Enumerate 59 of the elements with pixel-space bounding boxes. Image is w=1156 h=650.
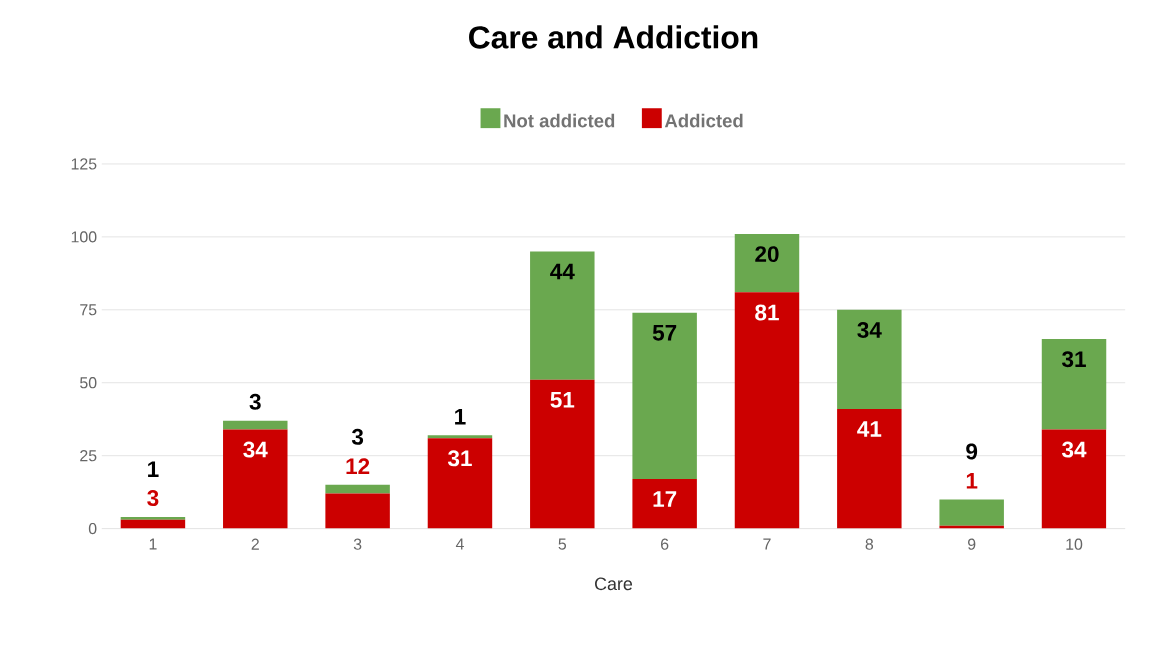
bar [837, 309, 902, 410]
bar [427, 435, 493, 439]
bar [530, 379, 595, 529]
data-label: 1 [966, 473, 978, 489]
x-axis-title: Care [595, 577, 633, 591]
legend-label: Not addicted [504, 113, 615, 128]
data-label: 44 [550, 263, 575, 280]
data-label: 9 [966, 443, 978, 460]
bar [325, 493, 390, 529]
x-tick-label: 8 [865, 538, 874, 550]
data-label: 41 [857, 421, 882, 437]
x-tick-label: 7 [763, 538, 771, 550]
chart-title: Care and Addiction [469, 25, 758, 49]
bar [427, 438, 493, 529]
data-label: 3 [351, 428, 364, 445]
data-label: 31 [447, 450, 472, 467]
x-tick-label: 3 [353, 538, 362, 550]
data-label: 1 [148, 461, 159, 477]
bar [120, 519, 186, 529]
data-label: 34 [243, 441, 268, 458]
data-label: 81 [755, 304, 779, 321]
y-tick-label: 25 [80, 450, 97, 462]
x-tick-label: 1 [149, 538, 157, 550]
legend-label: Addicted [664, 113, 743, 128]
data-label: 31 [1062, 351, 1086, 368]
x-tick-label: 9 [968, 538, 976, 550]
data-label: 20 [755, 246, 779, 263]
data-label: 1 [455, 408, 466, 425]
x-tick-label: 5 [558, 538, 567, 550]
y-tick-label: 100 [71, 231, 97, 243]
bar [530, 251, 595, 380]
bar [632, 312, 697, 480]
bar [223, 429, 288, 529]
bar [120, 517, 186, 520]
data-label: 3 [147, 490, 159, 507]
y-tick-label: 125 [71, 158, 97, 170]
x-tick-label: 4 [455, 538, 464, 550]
data-label: 34 [857, 322, 882, 339]
y-tick-label: 0 [88, 523, 97, 535]
bar [734, 234, 800, 293]
data-label: 12 [346, 458, 370, 475]
x-tick-label: 10 [1066, 538, 1083, 550]
bar [734, 292, 800, 529]
y-tick-label: 75 [80, 304, 97, 316]
data-label: 57 [652, 324, 677, 341]
x-tick-label: 6 [661, 538, 669, 550]
bar [939, 499, 1004, 526]
data-label: 3 [249, 393, 261, 410]
data-label: 17 [653, 491, 677, 507]
bar [223, 420, 288, 430]
bar [1041, 429, 1107, 529]
bar [632, 479, 697, 529]
bar [837, 409, 902, 529]
bar [1041, 339, 1107, 430]
data-label: 51 [550, 392, 575, 408]
bar [325, 484, 390, 494]
y-tick-label: 50 [80, 377, 97, 389]
data-label: 34 [1062, 441, 1087, 458]
x-tick-label: 2 [251, 538, 259, 550]
